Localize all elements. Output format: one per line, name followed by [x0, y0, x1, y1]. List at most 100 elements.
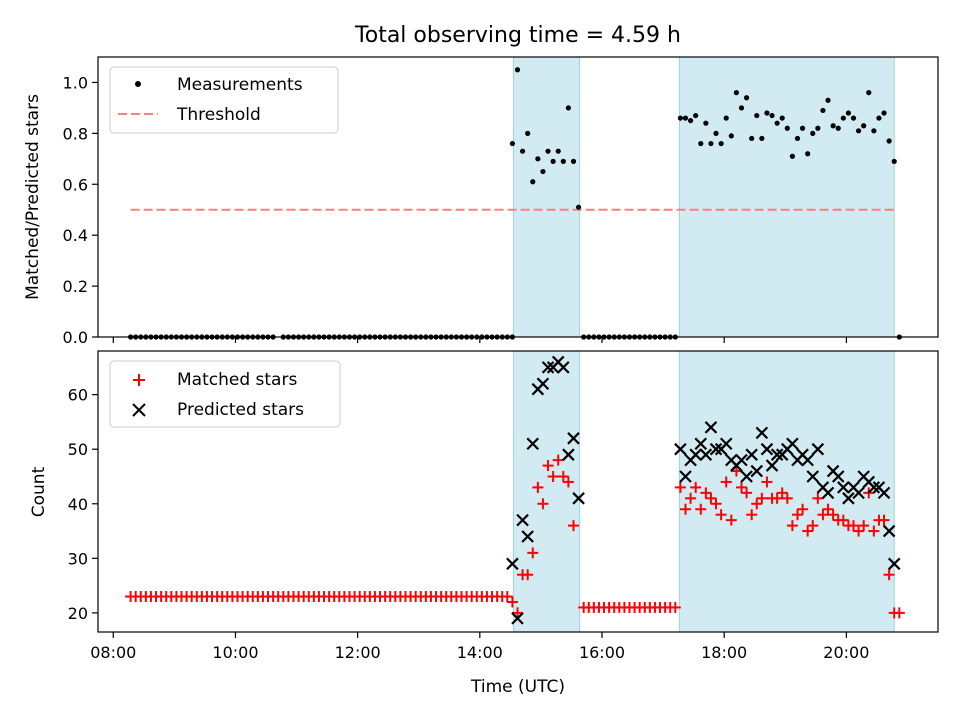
matched-star-point — [542, 460, 554, 472]
matched-star-point — [705, 492, 717, 504]
matched-star-point — [735, 481, 747, 493]
measurement-point — [825, 97, 831, 103]
x-axis-label: Time (UTC) — [470, 677, 565, 697]
matched-star-point — [893, 607, 905, 619]
predicted-stars-points — [506, 355, 901, 625]
matched-star-point — [725, 514, 737, 526]
measurement-point — [815, 125, 821, 131]
measurement-point — [830, 123, 836, 129]
top-shaded-intervals — [512, 56, 895, 338]
bottom-panel: 20 30 40 50 60 08:00 10:00 12:00 14:00 16:00 18:0… — [29, 350, 939, 697]
matched-star-point — [781, 492, 793, 504]
bottom-legend: Matched stars Predicted stars — [109, 360, 341, 428]
predicted-star-point — [765, 459, 779, 472]
matched-star-point — [522, 569, 534, 581]
matched-star-point — [669, 601, 681, 613]
measurement-point — [687, 118, 694, 124]
top-panel: 0.0 0.2 0.4 0.6 0.8 1.0 Matched/Predicted sta… — [23, 56, 939, 347]
predicted-star-point — [704, 421, 718, 434]
matched-star-point — [720, 476, 732, 488]
matched-star-point — [567, 520, 579, 532]
predicted-star-point — [755, 426, 769, 440]
measurement-point — [861, 123, 867, 129]
matched-star-point — [730, 465, 742, 477]
measurement-point — [570, 158, 577, 164]
predicted-star-point — [821, 486, 835, 500]
x-tick-label: 18:00 — [701, 643, 747, 662]
matched-star-point — [741, 487, 753, 499]
top-x-ticks — [112, 337, 847, 343]
matched-star-point — [700, 487, 712, 499]
matched-star-point — [771, 492, 783, 504]
measurement-point — [698, 140, 704, 147]
bottom-axes-frame — [97, 350, 939, 633]
legend-label-matched: Matched stars — [177, 370, 297, 390]
matched-star-point — [791, 509, 803, 521]
matched-star-point — [817, 509, 829, 521]
predicted-star-point — [842, 492, 855, 505]
bottom-shaded-intervals — [512, 350, 895, 633]
matched-star-point — [527, 547, 539, 559]
matched-star-point — [532, 481, 544, 493]
legend-marker-measurements — [135, 81, 141, 87]
matched-star-point — [878, 514, 890, 526]
measurement-point — [794, 135, 801, 142]
predicted-star-point — [745, 448, 758, 461]
measurement-point — [718, 140, 724, 147]
measurement-point — [845, 110, 852, 116]
x-tick-label: 20:00 — [823, 643, 869, 662]
measurement-point — [835, 125, 841, 131]
x-tick-label: 12:00 — [335, 643, 381, 662]
measurement-point — [840, 115, 846, 121]
measurement-point — [881, 110, 887, 116]
legend-marker-predicted — [132, 403, 146, 417]
matched-star-point — [751, 498, 763, 510]
measurement-point — [789, 153, 796, 159]
measurement-point — [876, 115, 882, 121]
bottom-y-ticks: 20 30 40 50 60 — [68, 386, 98, 623]
top-y-axis-label: Matched/Predicted stars — [23, 94, 43, 300]
predicted-star-point — [572, 492, 585, 505]
bottom-shaded-interval-2 — [678, 350, 895, 633]
matched-star-point — [501, 591, 513, 603]
measurement-point — [560, 158, 566, 164]
predicted-star-point — [801, 453, 814, 467]
top-legend: Measurements Threshold — [109, 66, 339, 134]
matched-star-point — [776, 487, 788, 499]
predicted-star-point — [536, 377, 550, 391]
predicted-star-point — [882, 524, 896, 538]
matched-star-point — [695, 503, 707, 515]
bottom-y-tick-label: 20 — [68, 604, 88, 623]
measurement-point — [886, 138, 892, 144]
matched-star-point — [858, 520, 870, 532]
measurement-point — [530, 179, 536, 185]
legend-label-predicted: Predicted stars — [177, 400, 304, 420]
predicted-star-point — [709, 442, 723, 456]
measurement-point — [575, 204, 582, 210]
measurement-point — [728, 133, 734, 139]
legend-marker-matched — [133, 374, 145, 386]
x-tick-label: 16:00 — [579, 643, 625, 662]
predicted-star-point — [557, 361, 570, 374]
matched-star-point — [802, 525, 814, 537]
measurement-point — [850, 115, 857, 121]
bottom-y-tick-label: 50 — [68, 440, 88, 459]
measurement-point — [682, 115, 689, 121]
matched-star-point — [537, 498, 549, 510]
matched-star-point — [837, 514, 849, 526]
predicted-star-point — [887, 557, 901, 571]
predicted-star-point — [699, 448, 713, 461]
legend-label-threshold: Threshold — [176, 105, 261, 125]
measurement-point — [784, 125, 790, 131]
x-tick-label: 08:00 — [90, 643, 136, 662]
predicted-star-point — [511, 612, 524, 625]
bottom-y-tick-label: 30 — [68, 549, 88, 568]
predicted-star-point — [770, 448, 784, 461]
measurement-point — [743, 95, 750, 101]
predicted-star-point — [567, 432, 580, 445]
matched-star-point — [511, 607, 523, 619]
matched-star-point — [812, 492, 824, 504]
chart-title: Total observing time = 4.59 h — [354, 23, 681, 48]
top-y-tick-label: 0.0 — [63, 328, 88, 347]
